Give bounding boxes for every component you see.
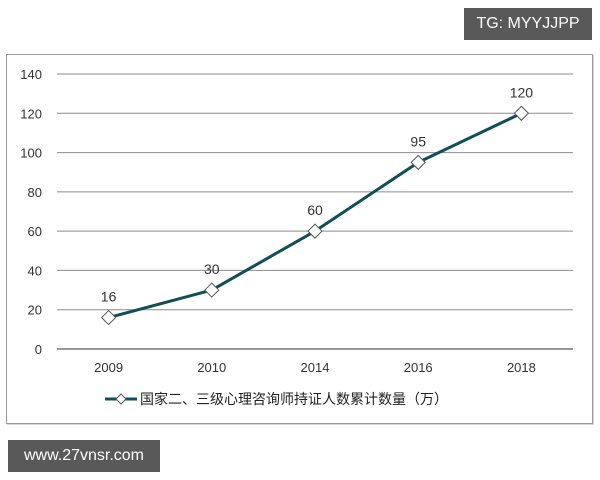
diamond-marker-icon	[100, 309, 117, 326]
y-tick-label: 120	[20, 106, 42, 121]
legend-diamond-icon	[115, 393, 127, 405]
y-tick-label: 20	[28, 303, 42, 318]
y-tick-label: 140	[20, 67, 42, 82]
x-tick-label: 2016	[404, 360, 433, 375]
data-label: 120	[510, 84, 534, 100]
data-label: 95	[410, 133, 426, 149]
x-axis-ticks: 2009 2010 2014 2016 2018	[94, 360, 536, 375]
data-labels: 16 30 60 95 120	[101, 84, 533, 304]
x-tick-label: 2009	[94, 360, 123, 375]
data-label: 30	[204, 261, 220, 277]
watermark-telegram: TG: MYYJJPP	[464, 8, 592, 40]
y-tick-label: 40	[28, 263, 42, 278]
diamond-marker-icon	[513, 105, 530, 121]
y-tick-label: 80	[28, 185, 42, 200]
diamond-marker-icon	[307, 223, 323, 239]
y-tick-label: 100	[20, 146, 42, 161]
x-tick-label: 2010	[197, 360, 226, 375]
diamond-marker-icon	[410, 154, 426, 171]
y-axis-ticks: 0 20 40 60 80 100 120 140	[20, 67, 42, 357]
diamond-marker-icon	[204, 282, 220, 298]
watermark-url: www.27vnsr.com	[8, 440, 160, 472]
legend: 国家二、三级心理咨询师持证人数累计数量（万）	[105, 391, 448, 408]
x-tick-label: 2014	[301, 360, 330, 375]
data-label: 16	[101, 289, 117, 305]
legend-label: 国家二、三级心理咨询师持证人数累计数量（万）	[140, 391, 448, 408]
x-tick-label: 2018	[507, 360, 536, 375]
data-label: 60	[307, 202, 323, 218]
y-tick-label: 0	[35, 342, 42, 357]
y-tick-label: 60	[28, 224, 42, 239]
data-markers	[100, 105, 530, 326]
